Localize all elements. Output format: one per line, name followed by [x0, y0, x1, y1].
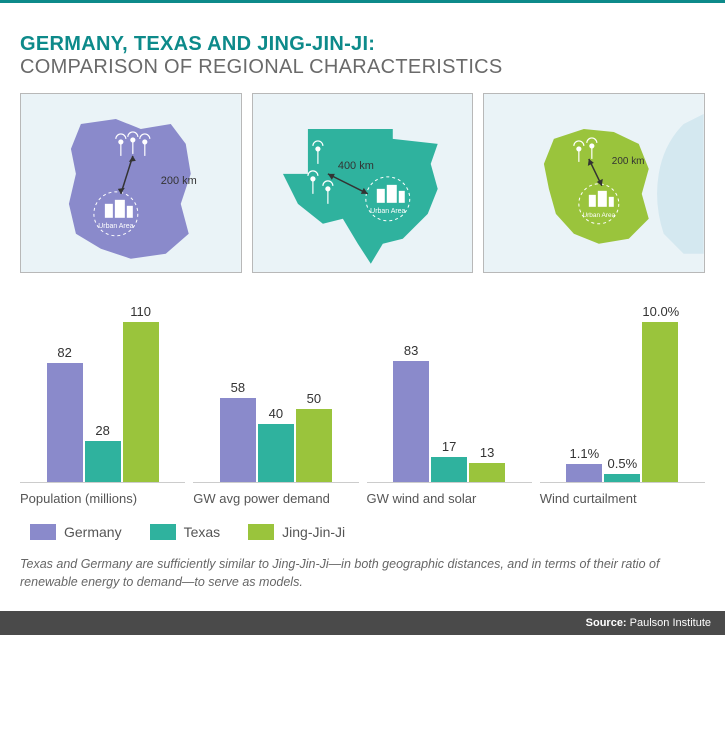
caption-text: Texas and Germany are sufficiently simil… [20, 556, 705, 591]
map-texas: Texas Urban Area 400 km [252, 93, 474, 273]
chart-bars: 831713 [367, 303, 532, 483]
jingjinji-map-icon: Urban Area 200 km [484, 94, 704, 273]
bar: 10.0% [642, 322, 678, 482]
bar-value: 82 [47, 345, 83, 360]
chart-bars: 8228110 [20, 303, 185, 483]
germany-map-icon: Urban Area 200 km [21, 94, 241, 273]
bar: 17 [431, 457, 467, 482]
chart-0: 8228110Population (millions) [20, 303, 185, 506]
legend-label: Jing-Jin-Ji [282, 524, 345, 540]
bar: 1.1% [566, 464, 602, 482]
legend-swatch [248, 524, 274, 540]
urban-area-label: Urban Area [370, 208, 405, 215]
urban-area-label: Urban Area [98, 223, 133, 230]
bar: 83 [393, 361, 429, 482]
urban-area-label: Urban Area [583, 212, 616, 219]
legend-item: Jing-Jin-Ji [248, 524, 345, 540]
legend-label: Texas [184, 524, 221, 540]
bar: 0.5% [604, 474, 640, 482]
map-germany: Germany Urban Area 200 km [20, 93, 242, 273]
chart-bars: 1.1%0.5%10.0% [540, 303, 705, 483]
texas-map-icon: Urban Area 400 km [253, 94, 473, 273]
footer-source-value: Paulson Institute [627, 617, 711, 629]
bar-value: 17 [431, 439, 467, 454]
chart-label: Population (millions) [20, 491, 185, 506]
chart-1: 584050GW avg power demand [193, 303, 358, 506]
chart-2: 831713GW wind and solar [367, 303, 532, 506]
bar-value: 50 [296, 391, 332, 406]
distance-texas: 400 km [338, 160, 374, 172]
chart-3: 1.1%0.5%10.0%Wind curtailment [540, 303, 705, 506]
legend-swatch [30, 524, 56, 540]
maps-row: Germany Urban Area 200 km [20, 93, 705, 273]
bar-value: 28 [85, 423, 121, 438]
legend-item: Germany [30, 524, 122, 540]
bar: 82 [47, 363, 83, 482]
bar-value: 83 [393, 343, 429, 358]
bar-value: 110 [123, 304, 159, 319]
bar-value: 10.0% [642, 304, 678, 319]
bar-value: 58 [220, 380, 256, 395]
bar-value: 0.5% [604, 456, 640, 471]
bar: 110 [123, 322, 159, 482]
title-line-1: GERMANY, TEXAS AND JING-JIN-JI: [20, 33, 705, 56]
bar: 58 [220, 398, 256, 482]
legend-label: Germany [64, 524, 122, 540]
legend-item: Texas [150, 524, 221, 540]
bar: 40 [258, 424, 294, 482]
chart-label: GW avg power demand [193, 491, 358, 506]
top-accent-bar [0, 0, 725, 3]
bar-value: 13 [469, 445, 505, 460]
distance-jingjinji: 200 km [612, 156, 645, 167]
legend: Germany Texas Jing-Jin-Ji [20, 524, 705, 540]
bar: 28 [85, 441, 121, 482]
footer-source-label: Source: [586, 617, 627, 629]
bar-value: 40 [258, 406, 294, 421]
map-jingjinji: Jing-Jin-Ji Urban Area 200 km [483, 93, 705, 273]
bar: 13 [469, 463, 505, 482]
bar: 50 [296, 409, 332, 482]
bar-value: 1.1% [566, 446, 602, 461]
title-line-2: COMPARISON OF REGIONAL CHARACTERISTICS [20, 56, 705, 79]
chart-label: Wind curtailment [540, 491, 705, 506]
chart-label: GW wind and solar [367, 491, 532, 506]
chart-bars: 584050 [193, 303, 358, 483]
distance-germany: 200 km [161, 175, 197, 187]
charts-row: 8228110Population (millions)584050GW avg… [20, 303, 705, 506]
footer-source: Source: Paulson Institute [0, 611, 725, 635]
legend-swatch [150, 524, 176, 540]
content-wrap: GERMANY, TEXAS AND JING-JIN-JI: COMPARIS… [0, 15, 725, 591]
